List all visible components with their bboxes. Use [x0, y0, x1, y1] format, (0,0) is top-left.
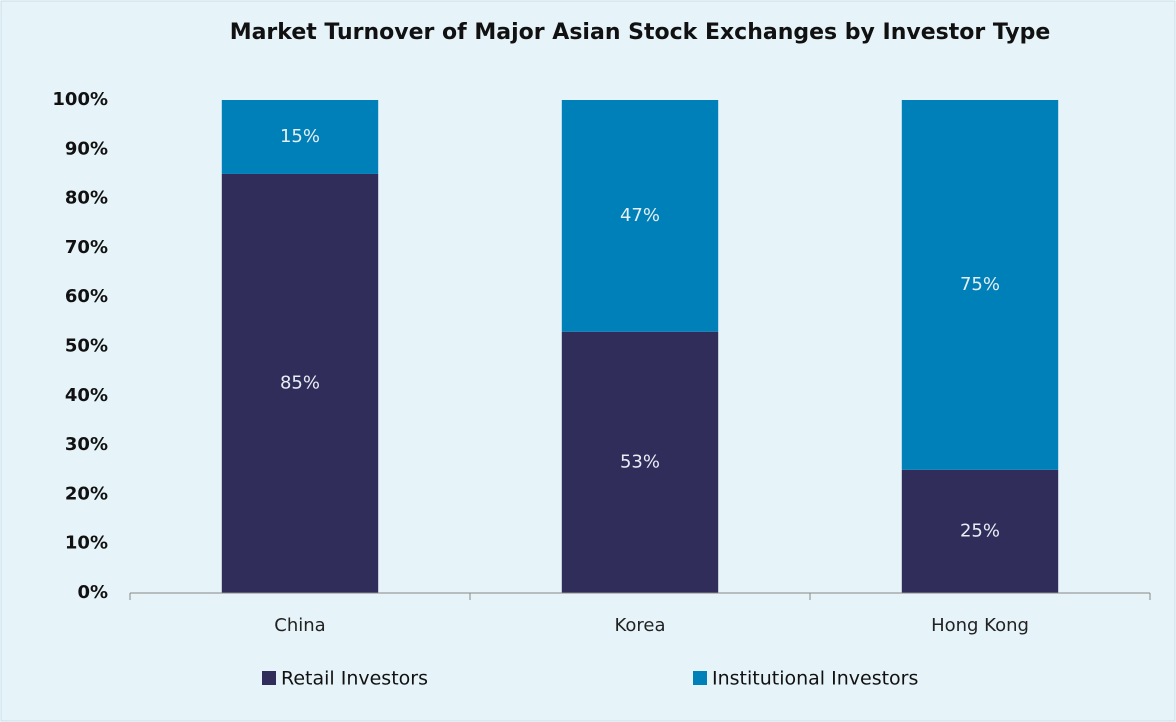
y-tick-label: 60%	[65, 286, 108, 307]
chart-title: Market Turnover of Major Asian Stock Exc…	[230, 20, 1051, 45]
y-tick-label: 70%	[65, 237, 108, 258]
legend-label: Retail Investors	[281, 668, 428, 690]
legend-label: Institutional Investors	[712, 668, 918, 690]
y-tick-label: 90%	[65, 138, 108, 159]
bar-segment	[901, 100, 1059, 470]
bar-segment	[901, 469, 1059, 593]
y-tick-label: 30%	[65, 434, 108, 455]
y-tick-label: 0%	[77, 582, 108, 603]
y-tick-label: 80%	[65, 188, 108, 209]
value-label: 53%	[620, 451, 660, 472]
bar-segment	[221, 100, 379, 174]
bar-segment	[561, 100, 719, 332]
y-tick-label: 100%	[52, 89, 108, 110]
value-label: 85%	[280, 372, 320, 393]
y-tick-label: 40%	[65, 385, 108, 406]
x-tick-label: Korea	[614, 615, 665, 636]
bar-segment	[221, 173, 379, 593]
x-tick-label: Hong Kong	[931, 615, 1029, 636]
legend-swatch	[262, 671, 276, 685]
bar-segment	[561, 331, 719, 593]
x-tick-label: China	[274, 615, 325, 636]
value-label: 25%	[960, 520, 1000, 541]
y-tick-label: 50%	[65, 336, 108, 357]
legend-swatch	[693, 671, 707, 685]
value-label: 75%	[960, 274, 1000, 295]
y-tick-label: 20%	[65, 483, 108, 504]
value-label: 15%	[280, 126, 320, 147]
value-label: 47%	[620, 205, 660, 226]
y-tick-label: 10%	[65, 533, 108, 554]
